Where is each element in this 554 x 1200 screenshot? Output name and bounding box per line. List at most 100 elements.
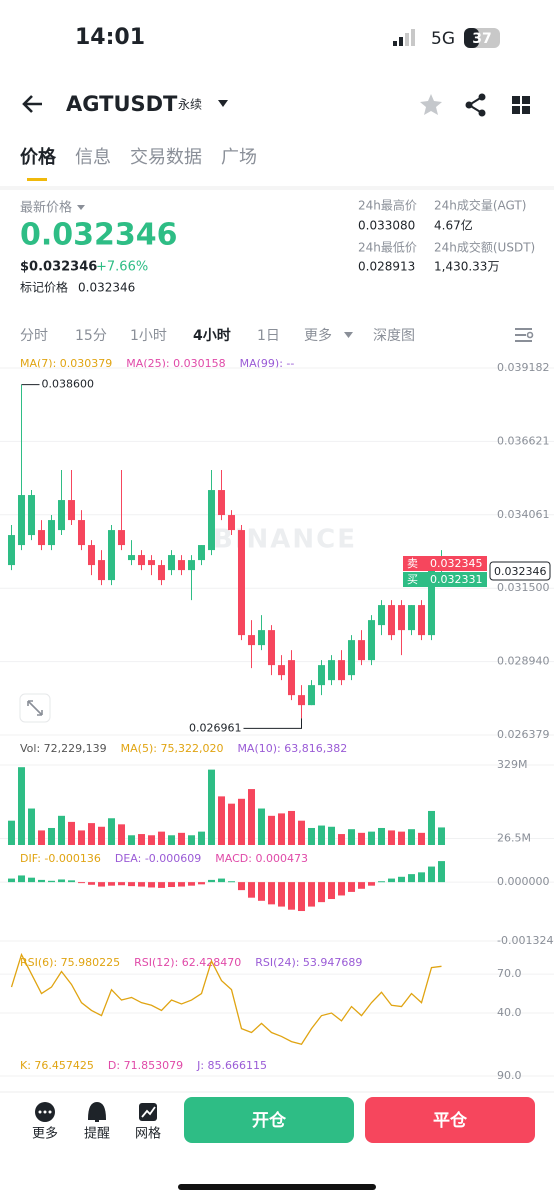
bar (108, 882, 115, 886)
candle-body (8, 535, 15, 566)
tab[interactable]: 价格 (20, 146, 57, 168)
bar (198, 831, 205, 845)
close-button-label[interactable]: 平仓 (433, 1110, 468, 1131)
interval-active[interactable]: 4小时 (193, 327, 231, 344)
tab[interactable]: 信息 (75, 147, 111, 168)
bar (98, 826, 105, 845)
last-price: 0.032346 (20, 218, 178, 253)
bid-side: 买 (407, 573, 418, 586)
favorite-button[interactable] (420, 94, 442, 115)
y-tick-label: 0.000000 (497, 875, 550, 888)
bar (8, 878, 15, 883)
battery: 37 (472, 31, 491, 47)
bar (178, 832, 185, 845)
candle-body (98, 560, 105, 581)
bar (38, 830, 45, 845)
candle-body (128, 555, 135, 561)
symbol-dropdown[interactable] (218, 100, 228, 107)
grid-icon[interactable] (139, 1103, 157, 1121)
open-button-label[interactable]: 开仓 (252, 1110, 287, 1131)
bar (148, 882, 155, 888)
bar (408, 874, 415, 883)
legend-item: MA(5): 75,322,020 (121, 742, 224, 755)
candle-body (318, 665, 325, 686)
nav-label[interactable]: 更多 (32, 1126, 58, 1142)
legend-item: RSI(6): 75.980225 (20, 956, 120, 969)
bar (58, 879, 65, 883)
line-series (10, 952, 442, 1045)
open-button[interactable] (184, 1097, 354, 1143)
dropdown[interactable] (77, 205, 85, 210)
stat-label: 24h成交额(USDT) (434, 240, 535, 255)
legend-item: MA(10): 63,816,382 (237, 742, 347, 755)
bar (308, 882, 315, 907)
y-tick-label: 0.031500 (497, 581, 550, 594)
bar (228, 881, 235, 883)
bar (328, 826, 335, 845)
candle-body (428, 563, 435, 636)
mark-label: 标记价格 (20, 280, 68, 295)
bar (8, 820, 15, 845)
candle-body (238, 530, 245, 636)
tab[interactable]: 广场 (221, 147, 257, 168)
bar (258, 882, 265, 901)
candle-body (148, 560, 155, 566)
fullscreen-button[interactable] (19, 693, 51, 723)
interval[interactable]: 1日 (257, 328, 280, 344)
candle-body (28, 495, 35, 536)
bar (38, 879, 45, 883)
legend-item: J: 85.666115 (196, 1059, 267, 1072)
legend-item: D: 71.853079 (108, 1059, 183, 1072)
interval[interactable]: 1小时 (130, 328, 167, 344)
more-icon[interactable] (35, 1102, 55, 1122)
y-tick-label: 0.036621 (497, 434, 550, 447)
candle-body (358, 640, 365, 661)
bar (108, 818, 115, 845)
close-button[interactable] (365, 1097, 535, 1143)
nav-label[interactable]: 提醒 (84, 1126, 110, 1142)
layout-button[interactable] (512, 96, 530, 114)
bar (388, 878, 395, 883)
y-tick-label: 70.0 (497, 967, 522, 980)
bar (298, 820, 305, 845)
interval[interactable]: 更多 (304, 327, 332, 344)
candle-body (178, 560, 185, 571)
bar (118, 882, 125, 886)
bar (368, 831, 375, 845)
chart-settings[interactable] (515, 328, 534, 342)
y-tick-label: 40.0 (497, 1006, 522, 1019)
kline-chart: MA(7): 0.030379 MA(25): 0.030158 MA(99): -… (0, 357, 554, 1082)
candle-body (388, 605, 395, 636)
symbol[interactable]: AGTUSDT (66, 92, 178, 116)
bar (58, 815, 65, 845)
candle-body (298, 695, 305, 706)
bar (198, 882, 205, 885)
annotation-label: 0.038600 (42, 378, 95, 391)
bar (98, 882, 105, 887)
dropdown[interactable] (344, 332, 353, 338)
bar (148, 835, 155, 845)
bar (348, 882, 355, 892)
bar (248, 789, 255, 845)
interval[interactable]: 深度图 (373, 328, 415, 344)
alert-icon[interactable] (87, 1101, 107, 1122)
nav-label[interactable]: 网格 (135, 1126, 161, 1142)
mark-price: 0.032346 (78, 281, 135, 295)
share-button[interactable] (465, 93, 486, 117)
bar (138, 834, 145, 845)
candle-body (208, 490, 215, 551)
bar (378, 827, 385, 845)
bar (168, 835, 175, 845)
bar (208, 769, 215, 845)
interval[interactable]: 15分 (75, 328, 107, 344)
annotation-line (243, 718, 302, 729)
tab[interactable]: 交易数据 (130, 147, 202, 168)
interval[interactable]: 分时 (20, 328, 48, 344)
back-button[interactable] (22, 95, 42, 113)
candle-body (78, 520, 85, 546)
bar (158, 882, 165, 888)
legend-item: MA(25): 0.030158 (126, 357, 225, 370)
candle-body (278, 665, 285, 676)
bar (418, 832, 425, 845)
